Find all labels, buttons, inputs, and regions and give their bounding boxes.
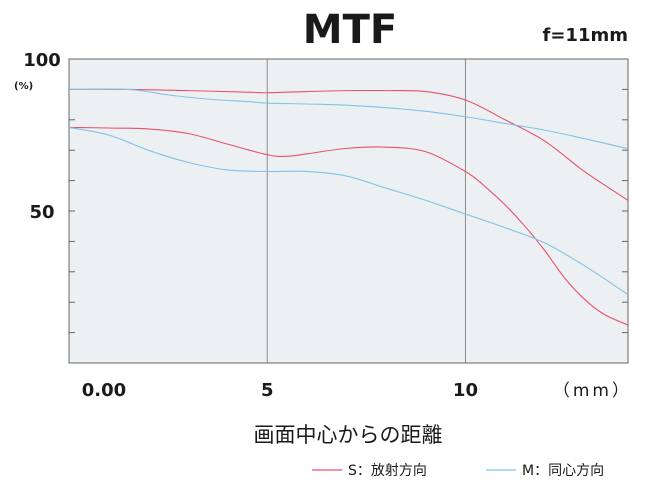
y-tick-labels: 100 50 [23,50,61,223]
y-tick-label: 100 [23,50,61,71]
legend-label: M：同心方向 [522,463,604,479]
grid-lines [266,59,466,363]
y-tick-label: 50 [29,202,54,223]
chart-title: MTF [303,7,397,53]
y-unit-label: (%) [14,81,33,92]
series-line-s-upper [68,88,629,201]
minor-ticks [69,88,628,334]
series-line-m-upper [68,88,629,150]
legend: S：放射方向 M：同心方向 [312,463,604,479]
legend-label: S：放射方向 [348,463,427,479]
series-line-m-lower [68,126,629,296]
x-unit-label: （mm） [553,381,632,401]
x-tick-labels: 0.00 5 10 [82,380,478,401]
focal-length-label: f=11mm [543,25,628,46]
plot-area [69,59,628,363]
x-tick-label: 5 [261,380,274,401]
x-tick-label: 0.00 [82,380,126,401]
series-lines [68,88,629,326]
series-line-s-lower [68,126,629,326]
plot-frame [68,58,629,364]
x-tick-label: 10 [453,380,478,401]
x-axis-title: 画面中心からの距離 [254,423,443,447]
